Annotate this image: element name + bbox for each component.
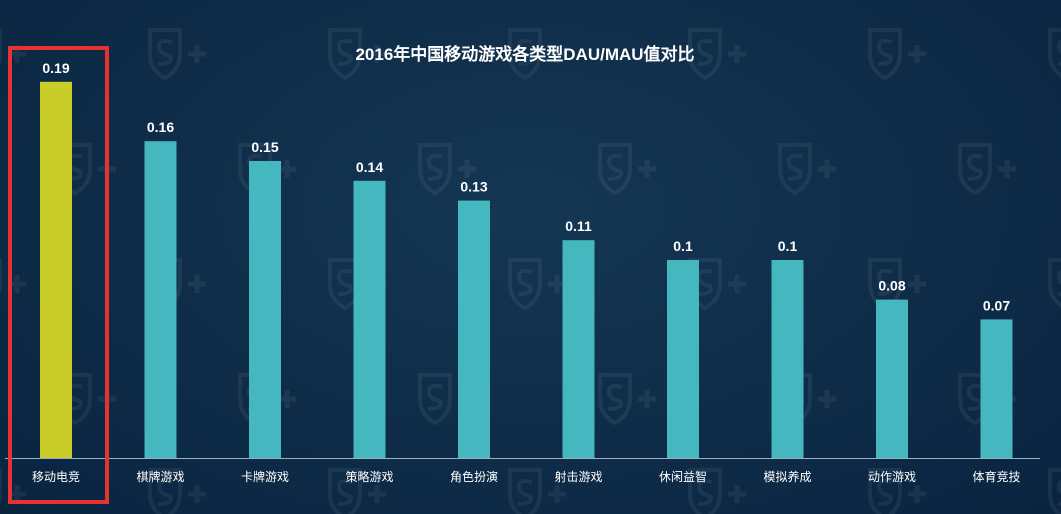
bar bbox=[249, 161, 281, 458]
watermark-shield-icon bbox=[508, 28, 566, 81]
data-label: 0.07 bbox=[983, 297, 1010, 313]
data-label: 0.16 bbox=[147, 119, 174, 135]
watermark-shield-icon bbox=[598, 373, 656, 426]
watermark-shield-icon bbox=[1048, 468, 1061, 514]
data-label: 0.19 bbox=[42, 60, 69, 76]
data-label: 0.11 bbox=[565, 218, 592, 234]
watermark-shield-icon bbox=[688, 28, 746, 81]
data-label: 0.14 bbox=[356, 159, 383, 175]
watermark-shield-icon bbox=[328, 468, 386, 514]
x-tick-label: 角色扮演 bbox=[450, 469, 498, 484]
watermark-shield-icon bbox=[148, 468, 206, 514]
bar bbox=[458, 200, 490, 458]
chart-title: 2016年中国移动游戏各类型DAU/MAU值对比 bbox=[355, 44, 694, 64]
bar bbox=[144, 141, 177, 458]
bar bbox=[980, 319, 1013, 458]
watermark-shield-icon bbox=[328, 28, 386, 81]
watermark-shield-icon bbox=[1048, 28, 1061, 78]
bar bbox=[667, 260, 699, 458]
labels-layer: 0.19 移动电竞 0.16 棋牌游戏 0.15 卡牌游戏 0.14 策略游戏 0.13 角色扮演… bbox=[32, 60, 1021, 484]
data-label: 0.13 bbox=[460, 179, 487, 195]
bars-layer bbox=[40, 81, 1013, 459]
data-label: 0.08 bbox=[878, 278, 905, 294]
bar bbox=[562, 240, 595, 458]
bar bbox=[40, 81, 72, 459]
watermark-shield-icon bbox=[598, 143, 656, 196]
x-tick-label: 模拟养成 bbox=[763, 469, 811, 484]
watermark-shield-icon bbox=[508, 468, 566, 514]
bar bbox=[353, 180, 386, 459]
watermark-shield-icon bbox=[958, 143, 1016, 196]
watermark-shield-icon bbox=[778, 143, 836, 196]
x-tick-label: 射击游戏 bbox=[554, 469, 602, 484]
x-tick-label: 移动电竞 bbox=[32, 470, 80, 484]
watermark-shield-icon bbox=[688, 468, 746, 514]
data-label: 0.15 bbox=[251, 139, 278, 155]
bar bbox=[771, 260, 804, 458]
x-tick-label: 动作游戏 bbox=[868, 470, 916, 484]
highlight-box bbox=[8, 46, 109, 504]
watermark-shield-icon bbox=[1048, 258, 1061, 308]
bar bbox=[876, 299, 908, 458]
x-tick-label: 策略游戏 bbox=[345, 469, 393, 484]
data-label: 0.1 bbox=[673, 238, 693, 254]
watermark-shield-icon bbox=[418, 143, 476, 196]
x-tick-label: 体育竞技 bbox=[972, 469, 1020, 484]
x-tick-label: 休闲益智 bbox=[659, 469, 707, 484]
x-tick-label: 卡牌游戏 bbox=[241, 470, 289, 484]
watermark-shield-icon bbox=[868, 468, 926, 514]
data-label: 0.1 bbox=[778, 238, 798, 254]
x-tick-label: 棋牌游戏 bbox=[136, 470, 184, 484]
watermark-shield-icon bbox=[868, 28, 926, 81]
watermark-shield-icon bbox=[148, 28, 206, 81]
